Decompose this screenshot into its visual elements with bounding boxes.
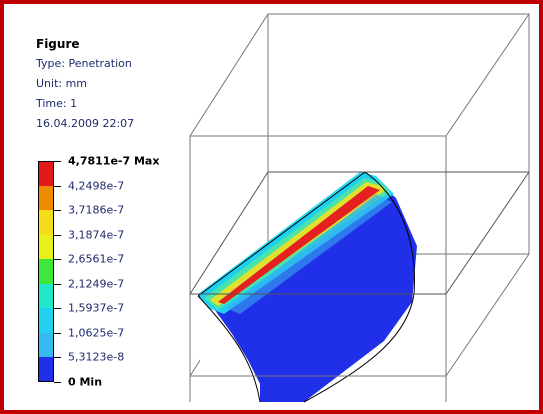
figure-time: Time: 1 <box>36 97 78 110</box>
figure-unit: Unit: mm <box>36 77 88 90</box>
legend-tick <box>54 259 61 260</box>
legend-tick <box>54 381 61 383</box>
legend-value-label: 3,1874e-7 <box>68 228 125 241</box>
legend-tick <box>54 185 61 187</box>
legend-value-label: 2,1249e-7 <box>68 277 125 290</box>
legend-value-label: 1,5937e-7 <box>68 301 125 315</box>
figure-info: Figure Type: Penetration Unit: mm Time: … <box>36 34 134 134</box>
model-view[interactable] <box>4 4 539 410</box>
penetration-body <box>197 171 417 403</box>
legend-swatch <box>38 161 54 186</box>
figure-title: Figure <box>36 37 80 51</box>
legend-tick <box>54 332 61 334</box>
legend-swatch <box>38 283 54 308</box>
legend-swatch <box>38 332 54 357</box>
contour-band-red <box>218 186 380 304</box>
bounding-box-front <box>189 13 530 402</box>
legend-value-label: 5,3123e-8 <box>68 350 125 364</box>
legend-tick <box>54 234 61 236</box>
legend-tick <box>54 357 61 358</box>
legend-value-label: 1,0625e-7 <box>68 326 125 339</box>
legend-value-label: 3,7186e-7 <box>68 203 125 217</box>
body-main-face <box>198 172 417 402</box>
legend-swatch <box>38 308 54 333</box>
figure-date: 16.04.2009 22:07 <box>36 117 135 130</box>
legend-swatch <box>38 357 54 382</box>
legend-tick <box>54 161 61 162</box>
legend-value-label: 4,2498e-7 <box>68 179 125 192</box>
legend-tick <box>54 210 61 211</box>
legend-max-label: 4,7811e-7 Max <box>68 154 160 168</box>
legend-tick <box>54 308 61 309</box>
contour-band-blue-inner <box>226 194 392 314</box>
legend-value-label: 2,6561e-7 <box>68 252 125 266</box>
legend-min-label: 0 Min <box>68 375 103 388</box>
legend-swatch <box>38 185 54 210</box>
legend-tick <box>54 283 61 285</box>
legend-swatch <box>38 234 54 259</box>
legend-swatch <box>38 210 54 235</box>
legend-swatch <box>38 259 54 284</box>
section-plane <box>189 171 530 295</box>
figure-type: Type: Penetration <box>36 57 132 70</box>
